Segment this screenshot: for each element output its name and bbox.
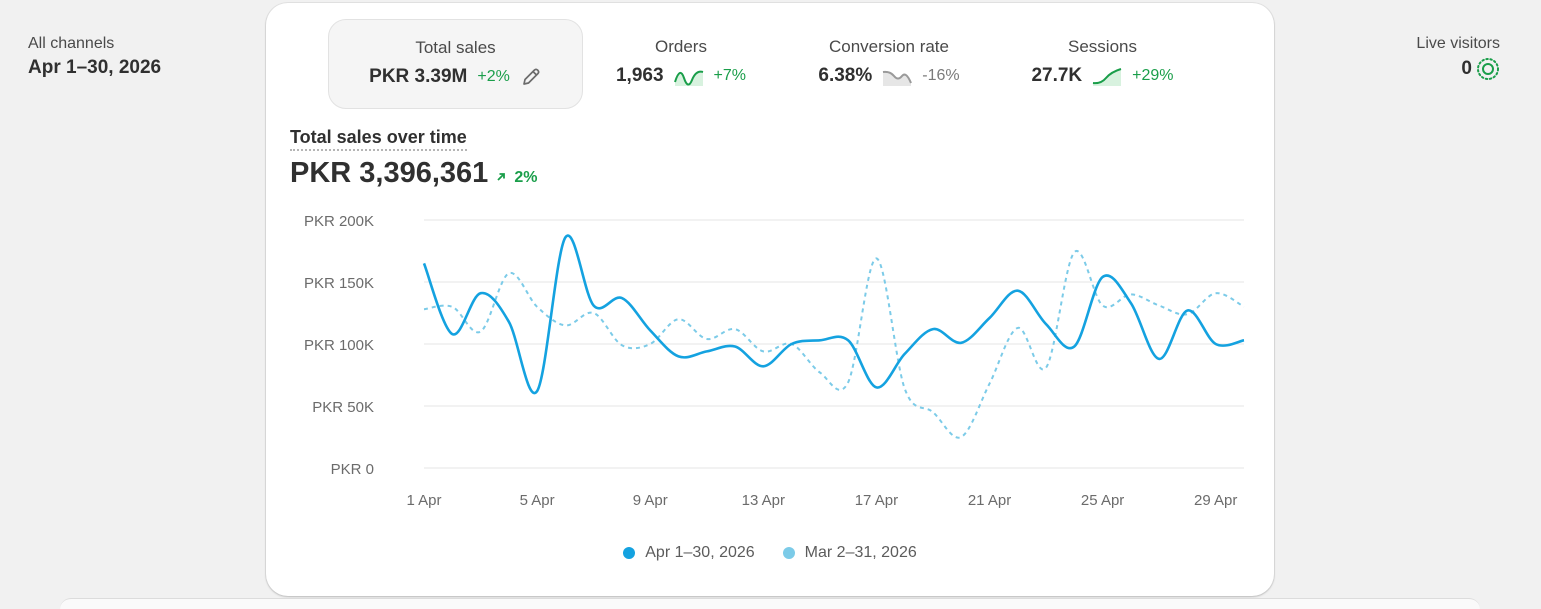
date-filter[interactable]: All channels Apr 1–30, 2026 xyxy=(28,35,161,79)
metric-label: Sessions xyxy=(1068,37,1137,56)
legend-item-current[interactable]: Apr 1–30, 2026 xyxy=(623,544,755,562)
legend-dot-previous xyxy=(782,547,795,559)
series-line-current[interactable] xyxy=(422,234,1245,395)
x-tick-label: 17 Apr xyxy=(855,492,898,509)
live-visitors-count: 0 xyxy=(1461,58,1472,79)
live-pulse-icon xyxy=(1477,58,1499,80)
x-tick-label: 25 Apr xyxy=(1081,492,1124,509)
metric-label: Total sales xyxy=(415,38,496,57)
sales-card: Total sales PKR 3.39M +2% Orders 1,963 +… xyxy=(266,3,1274,596)
y-tick-label: PKR 200K xyxy=(304,213,374,230)
pencil-icon[interactable] xyxy=(520,66,542,88)
metric-value: 27.7K xyxy=(1031,65,1083,86)
metric-sessions[interactable]: Sessions 27.7K +29% xyxy=(1010,19,1195,107)
metric-value: PKR 3.39M xyxy=(369,66,468,87)
x-tick-label: 5 Apr xyxy=(520,492,555,509)
live-visitors[interactable]: Live visitors 0 xyxy=(1416,35,1500,81)
metric-conversion-rate[interactable]: Conversion rate 6.38% -16% xyxy=(798,19,980,107)
series-line-previous[interactable] xyxy=(423,250,1245,439)
metric-delta: +29% xyxy=(1132,67,1174,84)
live-visitors-label: Live visitors xyxy=(1416,35,1500,52)
y-tick-label: PKR 0 xyxy=(331,461,374,478)
chart-total-value: PKR 3,396,361 xyxy=(290,157,489,189)
metric-delta: +2% xyxy=(477,68,510,85)
sparkline-icon xyxy=(673,70,703,86)
y-tick-label: PKR 150K xyxy=(304,275,374,292)
arrow-up-right-icon xyxy=(497,173,506,181)
metric-orders[interactable]: Orders 1,963 +7% xyxy=(596,19,766,107)
chart-legend: Apr 1–30, 2026 Mar 2–31, 2026 xyxy=(266,544,1274,562)
date-range-label: Apr 1–30, 2026 xyxy=(28,57,162,78)
channel-filter-label: All channels xyxy=(28,35,115,52)
metric-total-sales[interactable]: Total sales PKR 3.39M +2% xyxy=(328,19,583,109)
metric-value: 6.38% xyxy=(818,65,873,86)
metric-value: 1,963 xyxy=(615,65,664,86)
x-tick-label: 21 Apr xyxy=(968,492,1011,509)
metric-delta: -16% xyxy=(922,67,960,84)
x-tick-label: 9 Apr xyxy=(633,492,668,509)
chart-title[interactable]: Total sales over time xyxy=(290,127,467,151)
y-tick-label: PKR 50K xyxy=(312,399,374,416)
chart-total-delta: 2% xyxy=(514,169,538,186)
sparkline-icon xyxy=(1093,68,1122,86)
x-tick-label: 29 Apr xyxy=(1194,492,1237,509)
metric-label: Conversion rate xyxy=(828,37,949,56)
next-card-edge xyxy=(60,598,1480,609)
sales-line-chart: PKR 0 PKR 50K PKR 100K PKR 150K PKR 200K 1 Ap… xyxy=(304,213,1245,509)
sparkline-icon xyxy=(883,70,913,86)
legend-label-current: Apr 1–30, 2026 xyxy=(645,544,755,561)
metric-delta: +7% xyxy=(713,67,746,84)
legend-dot-current xyxy=(623,547,636,559)
x-tick-label: 1 Apr xyxy=(406,492,441,509)
legend-label-previous: Mar 2–31, 2026 xyxy=(804,544,917,561)
x-tick-label: 13 Apr xyxy=(742,492,785,509)
legend-item-previous[interactable]: Mar 2–31, 2026 xyxy=(782,544,917,562)
metric-label: Orders xyxy=(655,37,707,56)
y-tick-label: PKR 100K xyxy=(304,337,374,354)
